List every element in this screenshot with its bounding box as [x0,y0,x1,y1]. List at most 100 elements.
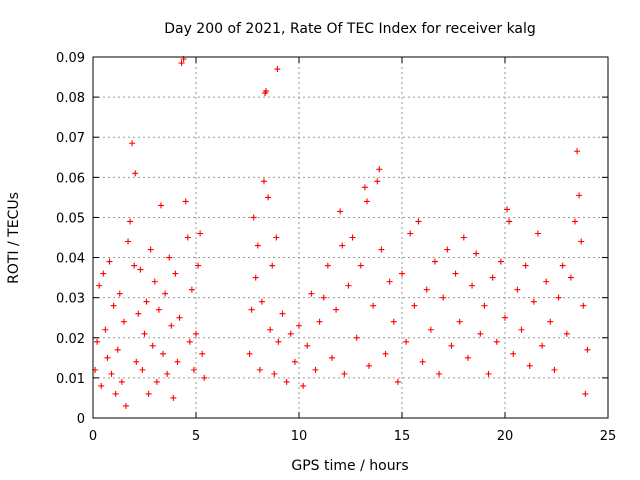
x-axis-title: GPS time / hours [291,458,408,474]
data-point [263,88,270,95]
data-point [100,270,107,277]
data-point [563,330,570,337]
data-point [283,378,290,385]
data-point [312,366,319,373]
y-tick-label: 0.01 [56,372,85,387]
data-point [407,230,414,237]
data-point [567,274,574,281]
data-point [112,390,119,397]
data-point [170,394,177,401]
data-point [114,346,121,353]
axis-ticks: 0 0.01 0.02 0.03 0.04 0.05 0.06 0.07 0.08 0.09 0 5 1… [56,51,616,444]
data-point [349,234,356,241]
plot-frame [92,56,609,419]
data-point [132,170,139,177]
data-point [341,370,348,377]
data-point [423,286,430,293]
data-point [182,198,189,205]
data-point [291,358,298,365]
data-point [104,354,111,361]
data-point [382,350,389,357]
data-point [258,298,265,305]
data-point [559,262,566,269]
data-point [304,342,311,349]
data-point [534,230,541,237]
y-tick-label: 0.05 [56,211,85,226]
data-point [316,318,323,325]
data-point [160,350,167,357]
data-point [320,294,327,301]
data-point [374,178,381,185]
data-point [339,242,346,249]
data-point [176,314,183,321]
data-point [260,178,267,185]
data-point [572,218,579,225]
data-point [530,298,537,305]
data-point [168,322,175,329]
data-point [510,350,517,357]
y-tick-label: 0 [77,412,85,427]
data-point [333,306,340,313]
data-point [269,262,276,269]
data-point [131,262,138,269]
data-point [193,330,199,337]
data-point [106,258,113,265]
data-point [265,194,272,201]
data-point [199,350,206,357]
data-point [125,238,132,245]
data-point [127,218,134,225]
data-point [308,290,315,297]
data-point [440,294,447,301]
y-axis-title: ROTI / TECUs [6,192,22,284]
data-point [518,326,525,333]
data-point [162,290,169,297]
data-point [436,370,443,377]
x-tick-label: 15 [394,429,411,444]
data-point [267,326,274,333]
chart-title: Day 200 of 2021, Rate Of TEC Index for r… [164,21,536,37]
data-point [448,342,455,349]
data-point [584,346,591,353]
data-point [133,358,140,365]
data-point [186,338,193,345]
data-point [576,192,583,199]
data-point [149,342,156,349]
data-point [328,354,335,361]
data-point [502,314,508,321]
data-point [256,366,263,373]
data-point [324,262,331,269]
data-point [456,318,463,325]
data-point [539,342,546,349]
data-point [246,350,253,357]
data-point [195,262,202,269]
data-point [122,402,129,409]
data-point [514,286,521,293]
data-point [151,278,158,285]
data-point [481,302,488,309]
data-point [469,282,476,289]
data-point [172,270,179,277]
data-point [279,310,286,317]
data-point [506,218,513,225]
data-point [361,184,368,191]
data-point [178,60,185,67]
data-point [370,302,377,309]
data-point [271,370,278,377]
data-point [197,230,204,237]
x-tick-label: 25 [600,429,617,444]
x-tick-label: 5 [192,429,200,444]
data-point [551,366,558,373]
data-point [139,366,146,373]
grid-lines [93,57,608,418]
data-point [526,362,533,369]
data-point [300,382,307,389]
data-point [153,378,160,385]
data-point [116,290,123,297]
data-point [390,318,397,325]
data-point [141,330,148,337]
data-point [275,338,282,345]
data-point [399,270,405,277]
data-point [184,234,191,241]
data-point [489,274,496,281]
data-point [129,140,136,147]
